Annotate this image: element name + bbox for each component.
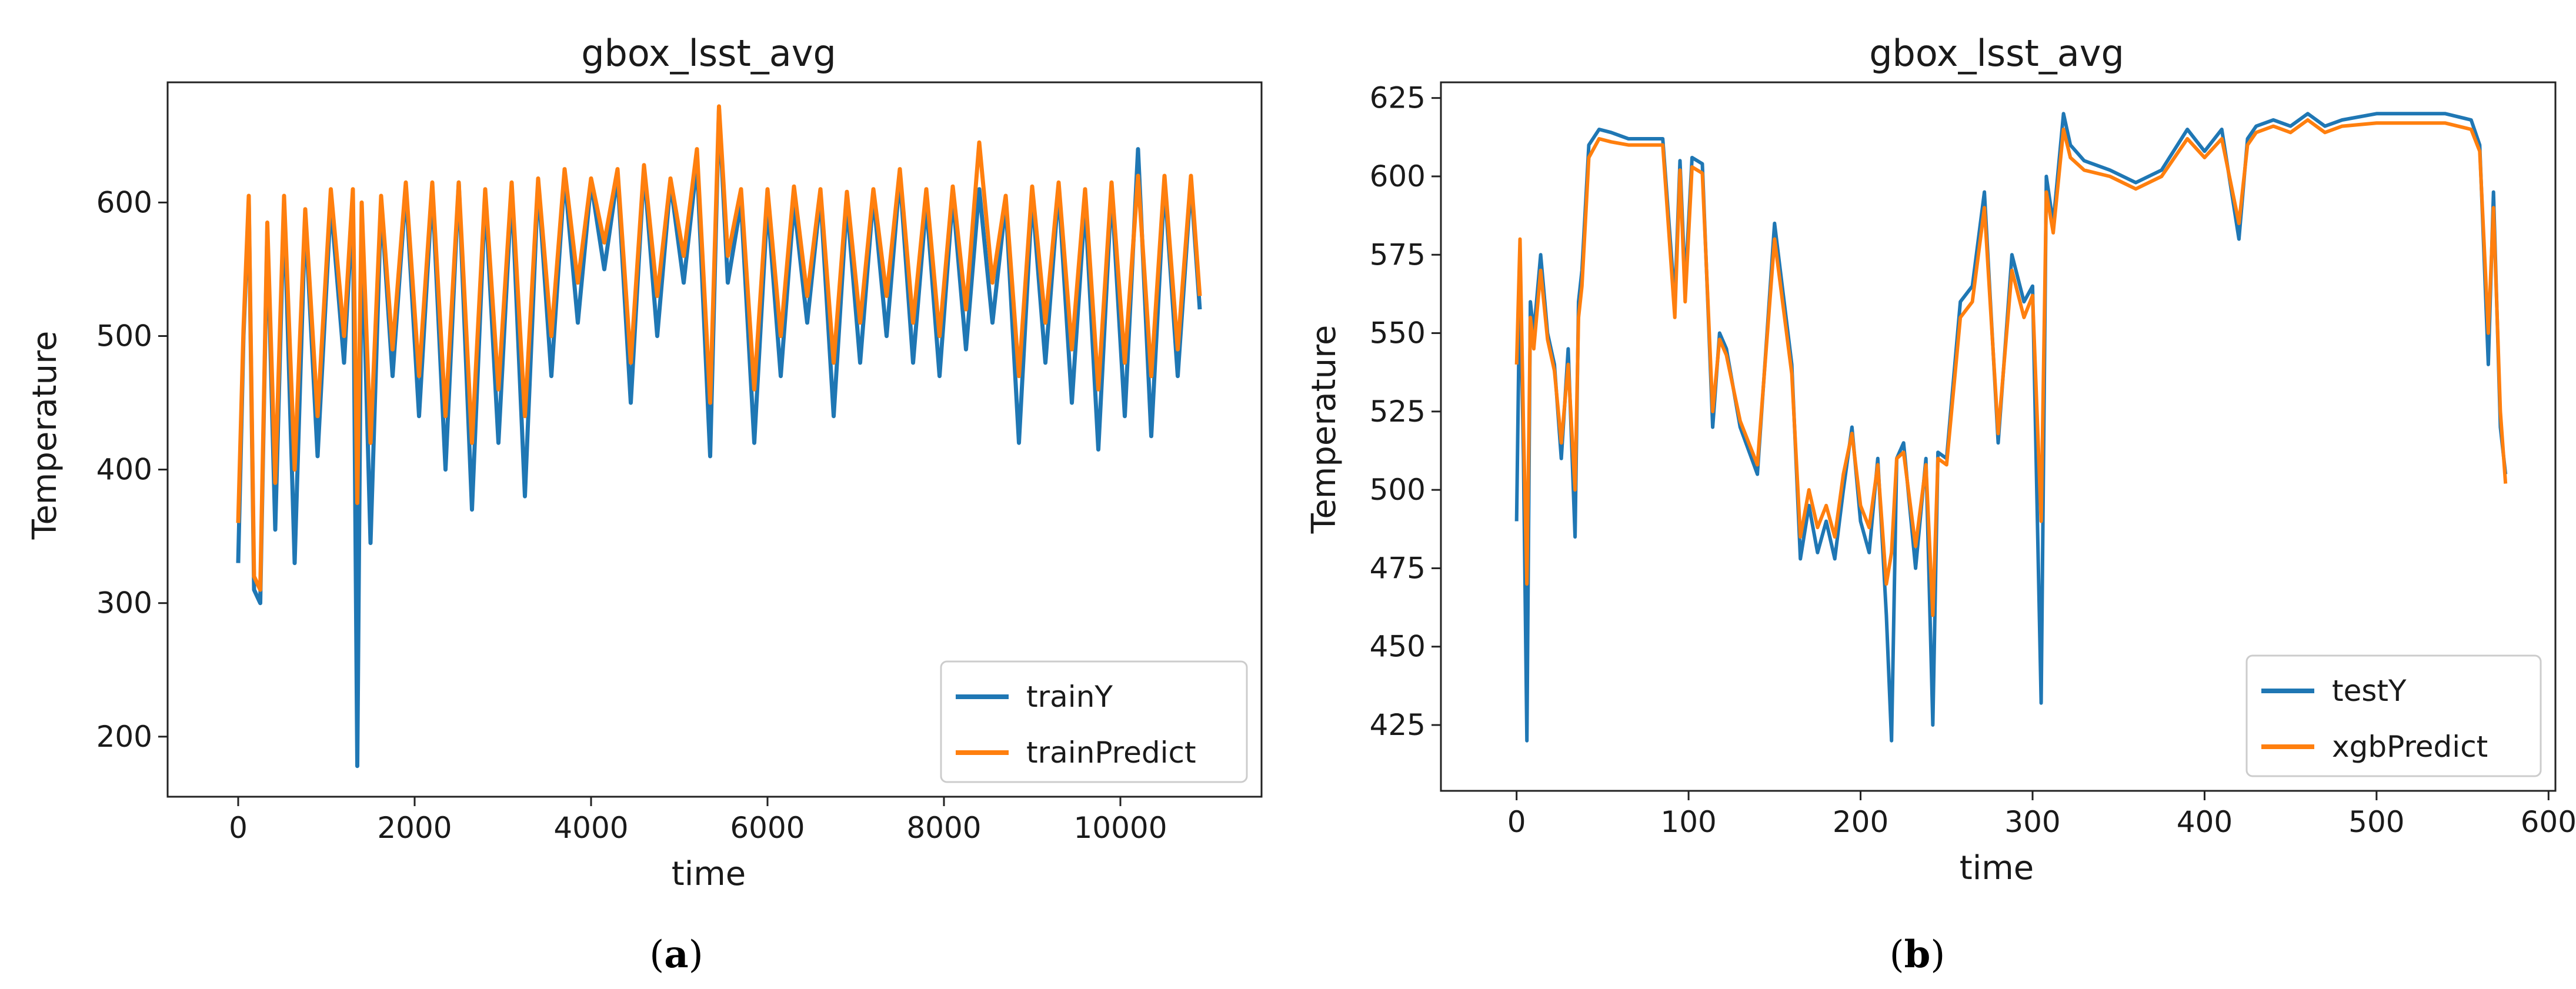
y-tick-label: 625 (1370, 81, 1426, 115)
x-tick-label: 500 (2348, 805, 2404, 839)
panel-b: gbox_lsst_avg Temperature time (b) 0 100 2… (1305, 32, 2576, 977)
y-tick-label: 500 (96, 319, 152, 353)
plot-frame-b (1440, 81, 2557, 792)
x-tick-label: 10000 (1073, 811, 1167, 845)
y-tick-label: 450 (1370, 630, 1426, 664)
y-tick-label: 525 (1370, 395, 1426, 429)
panel-b-title: gbox_lsst_avg (1869, 32, 2124, 75)
legend-box (2245, 654, 2542, 777)
panel-b-ylabel: Temperature (1305, 325, 1343, 534)
x-tick-label: 400 (2177, 805, 2233, 839)
y-tick-label: 400 (96, 453, 152, 487)
y-tick-label: 475 (1370, 551, 1426, 585)
x-tick-label: 4000 (553, 811, 628, 845)
y-tick-label: 200 (96, 720, 152, 754)
panel-b-xlabel: time (1960, 849, 2034, 887)
y-tick-label: 300 (96, 586, 152, 620)
y-tick-label: 550 (1370, 316, 1426, 350)
y-tick-label: 575 (1370, 238, 1426, 272)
x-tick-label: 8000 (906, 811, 981, 845)
y-tick-label: 425 (1370, 708, 1426, 742)
x-tick-label: 600 (2521, 805, 2576, 839)
y-tick-label: 600 (1370, 159, 1426, 193)
series-line-xgbPredict (1514, 118, 2508, 617)
panel-b-caption: (b) (1890, 933, 1946, 977)
panel-b-caption-letter: b (1904, 933, 1931, 977)
x-tick-label: 0 (229, 811, 248, 845)
panel-a-caption: (a) (649, 933, 703, 977)
plot-frame-a (166, 81, 1263, 798)
x-tick-label: 0 (1507, 805, 1526, 839)
x-tick-label: 300 (2004, 805, 2060, 839)
panel-a-caption-letter: a (664, 933, 688, 977)
y-tick-label: 500 (1370, 473, 1426, 507)
series-line-testY (1514, 112, 2508, 743)
x-tick-label: 2000 (377, 811, 452, 845)
y-tick-label: 600 (96, 185, 152, 219)
x-tick-label: 100 (1660, 805, 1716, 839)
x-tick-label: 200 (1833, 805, 1888, 839)
series-line-trainPredict (236, 104, 1202, 592)
x-tick-label: 6000 (730, 811, 805, 845)
panel-a-ylabel: Temperature (26, 331, 64, 540)
panel-a-title: gbox_lsst_avg (581, 32, 836, 75)
legend-label: trainY (1026, 680, 1113, 714)
legend-label: trainPredict (1026, 736, 1196, 770)
panel-a: gbox_lsst_avg Temperature time (a) 0 2000… (26, 32, 1263, 977)
panel-a-xlabel: time (672, 855, 746, 893)
legend-label: testY (2332, 674, 2407, 708)
legend-box (940, 660, 1248, 783)
legend-label: xgbPredict (2332, 730, 2488, 764)
